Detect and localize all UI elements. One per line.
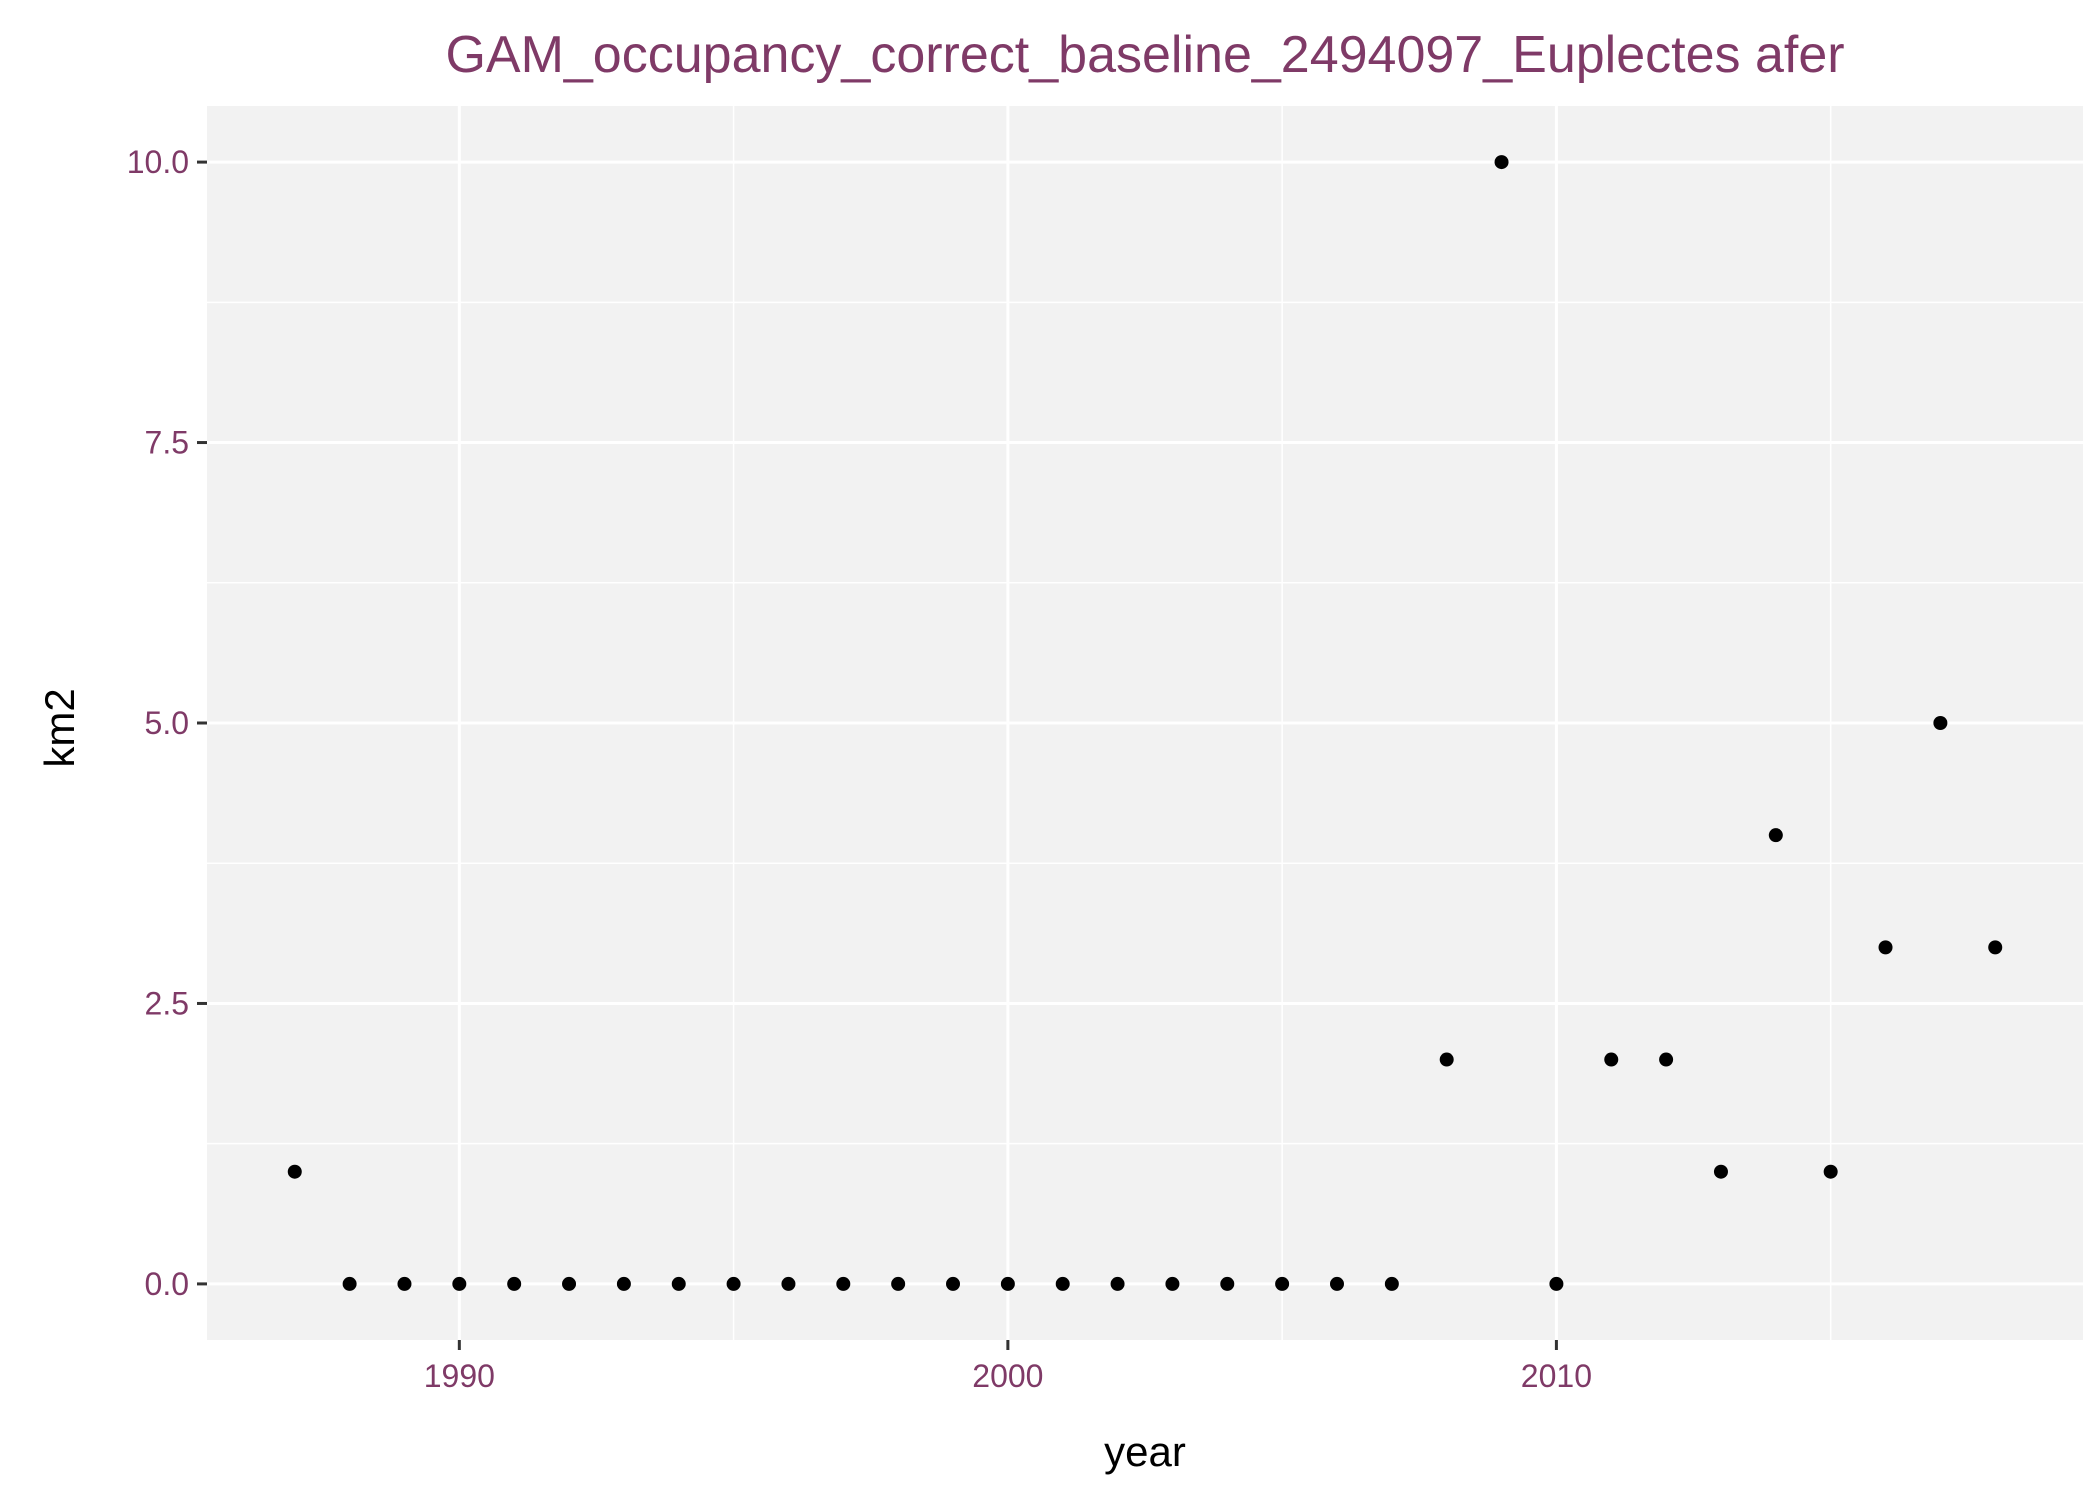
data-point — [287, 1164, 302, 1179]
y-tick-label: 7.5 — [145, 425, 189, 461]
data-point — [1384, 1276, 1399, 1291]
data-point — [836, 1276, 851, 1291]
data-point — [616, 1276, 631, 1291]
y-axis-title: km2 — [36, 688, 83, 767]
data-point — [1604, 1052, 1619, 1067]
data-point — [1165, 1276, 1180, 1291]
y-axis: 0.0 2.5 5.0 7.5 10.0 — [127, 144, 207, 1302]
data-point — [1768, 828, 1783, 843]
x-tick-label: 2010 — [1521, 1358, 1592, 1394]
data-point — [1220, 1276, 1235, 1291]
data-point — [507, 1276, 522, 1291]
data-point — [1659, 1052, 1674, 1067]
data-point — [671, 1276, 686, 1291]
x-axis: 1990 2000 2010 — [424, 1340, 1592, 1394]
y-tick-label: 0.0 — [145, 1266, 189, 1302]
chart-title: GAM_occupancy_correct_baseline_2494097_E… — [445, 26, 1844, 84]
data-point — [1713, 1164, 1728, 1179]
data-point — [1549, 1276, 1564, 1291]
x-axis-title: year — [1104, 1428, 1186, 1475]
data-point — [1823, 1164, 1838, 1179]
grid-lines — [184, 106, 2083, 1340]
data-point — [1988, 940, 2003, 955]
data-point — [342, 1276, 357, 1291]
x-tick-label: 1990 — [424, 1358, 495, 1394]
data-point — [1110, 1276, 1125, 1291]
y-tick-label: 5.0 — [145, 705, 189, 741]
data-point — [397, 1276, 412, 1291]
data-point — [946, 1276, 961, 1291]
data-point — [1878, 940, 1893, 955]
data-point — [781, 1276, 796, 1291]
y-tick-label: 10.0 — [127, 144, 189, 180]
data-point — [562, 1276, 577, 1291]
data-point — [726, 1276, 741, 1291]
x-tick-label: 2000 — [972, 1358, 1043, 1394]
data-point — [1275, 1276, 1290, 1291]
data-point — [1055, 1276, 1070, 1291]
data-point — [452, 1276, 467, 1291]
data-point — [1933, 716, 1948, 730]
y-tick-label: 2.5 — [145, 985, 189, 1021]
data-points — [287, 155, 2003, 1291]
data-point — [1439, 1052, 1454, 1067]
data-point — [1494, 155, 1509, 170]
data-point — [891, 1276, 906, 1291]
data-point — [1000, 1276, 1015, 1291]
data-point — [1329, 1276, 1344, 1291]
